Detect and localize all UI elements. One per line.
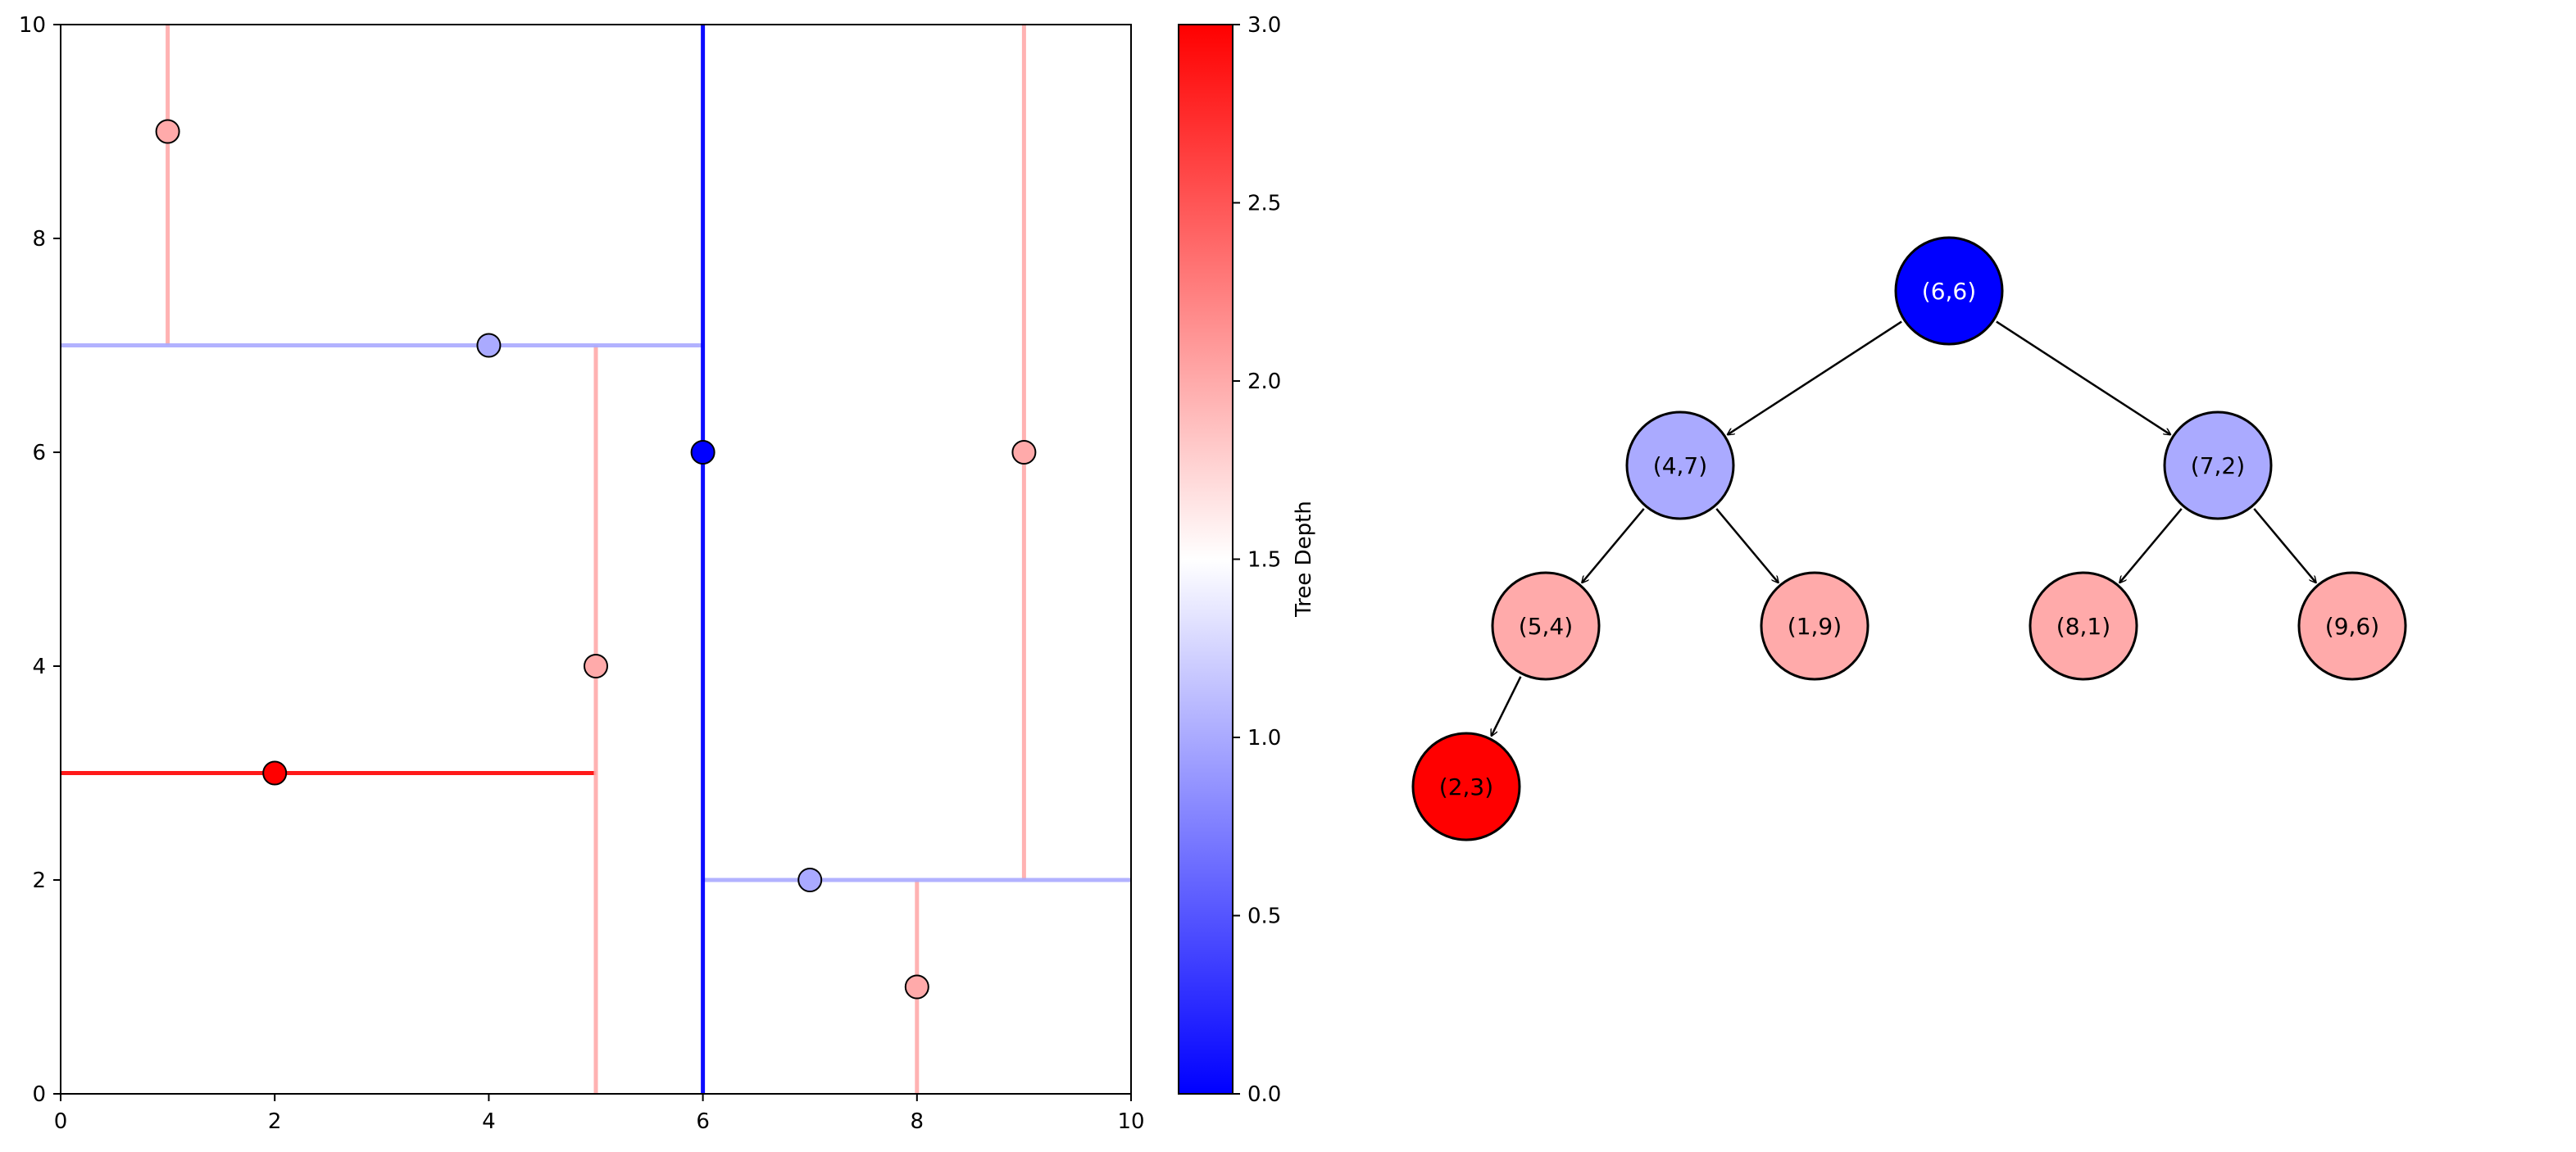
tree-node-7: (2,3) <box>1411 732 1521 841</box>
tree-node-circle <box>1894 236 2004 346</box>
colorbar-tick-label-6: 3.0 <box>1247 13 1281 38</box>
colorbar-label: Tree Depth <box>1292 501 1316 618</box>
tree-node-0: (6,6) <box>1894 236 2004 346</box>
tree-node-circle <box>1411 732 1521 841</box>
tree-node-4: (1,9) <box>1760 571 1870 681</box>
y-tick-label-0: 0 <box>32 1082 46 1107</box>
tree-edge-2 <box>1582 508 1645 583</box>
x-tick-label-4: 8 <box>911 1109 925 1134</box>
tree-edges <box>1492 320 2316 737</box>
tree-edge-0 <box>1728 320 1902 435</box>
tree-nodes: (6,6) (4,7) (7,2) (5,4) (1,9) (8,1) (9,6) (2,3) <box>1411 236 2407 841</box>
y-tick-label-1: 2 <box>32 869 46 893</box>
partition-plot: 0 2 4 6 8 10 0 2 4 6 8 10 <box>19 13 1145 1134</box>
colorbar-tick-label-2: 1.0 <box>1247 726 1281 751</box>
tree-node-circle <box>1625 410 1735 520</box>
tree-node-label: (5,4) <box>1519 613 1573 640</box>
x-tick-label-1: 2 <box>268 1109 282 1134</box>
data-point-2 <box>797 868 823 892</box>
y-tick-label-5: 10 <box>19 13 46 38</box>
data-point-0 <box>690 440 716 465</box>
tree-node-circle <box>1491 571 1601 681</box>
tree-node-5: (8,1) <box>2029 571 2138 681</box>
x-axis-ticks: 0 2 4 6 8 10 <box>54 1094 1145 1134</box>
y-tick-label-4: 8 <box>32 227 46 252</box>
tree-node-circle <box>2029 571 2138 681</box>
split-lines <box>61 25 1131 1094</box>
colorbar: 0.0 0.5 1.0 1.5 2.0 2.5 3.0 Tree Depth <box>1178 13 1316 1107</box>
colorbar-tick-label-3: 1.5 <box>1247 548 1281 573</box>
tree-node-3: (5,4) <box>1491 571 1601 681</box>
data-point-6 <box>1011 440 1037 465</box>
data-point-1 <box>476 333 502 358</box>
colorbar-ticks: 0.0 0.5 1.0 1.5 2.0 2.5 3.0 <box>1233 13 1281 1107</box>
tree-node-label: (6,6) <box>1922 278 1976 305</box>
tree-edge-6 <box>1492 676 1522 736</box>
tree-node-label: (4,7) <box>1653 452 1707 479</box>
tree-node-circle <box>2297 571 2407 681</box>
tree-node-label: (8,1) <box>2056 613 2110 640</box>
y-axis-ticks: 0 2 4 6 8 10 <box>19 13 61 1107</box>
data-point-4 <box>155 119 180 144</box>
x-tick-label-2: 4 <box>482 1109 496 1134</box>
tree-edge-5 <box>2253 508 2315 583</box>
colorbar-tick-label-0: 0.0 <box>1247 1082 1281 1107</box>
tree-edge-1 <box>1996 320 2170 435</box>
x-tick-label-5: 10 <box>1117 1109 1144 1134</box>
data-point-7 <box>262 760 288 786</box>
plot-frame <box>60 24 1132 1095</box>
tree-node-circle <box>1760 571 1870 681</box>
tree-node-label: (9,6) <box>2325 613 2379 640</box>
x-tick-label-3: 6 <box>696 1109 710 1134</box>
tree-edge-3 <box>1715 508 1778 583</box>
data-point-5 <box>904 974 929 1000</box>
data-point-3 <box>584 654 608 678</box>
colorbar-tick-label-4: 2.0 <box>1247 370 1281 394</box>
y-tick-label-3: 6 <box>32 441 46 465</box>
tree-node-circle <box>2163 410 2273 520</box>
tree-node-label: (2,3) <box>1439 773 1493 801</box>
x-tick-label-0: 0 <box>54 1109 68 1134</box>
data-points <box>155 119 1037 1000</box>
tree-node-2: (7,2) <box>2163 410 2273 520</box>
tree-node-label: (7,2) <box>2191 452 2245 479</box>
tree-node-label: (1,9) <box>1788 613 1842 640</box>
tree-edge-4 <box>2119 508 2183 583</box>
y-tick-label-2: 4 <box>32 655 46 679</box>
kd-tree-diagram: (6,6) (4,7) (7,2) (5,4) (1,9) (8,1) (9,6) (2,3) <box>1411 236 2407 841</box>
tree-node-6: (9,6) <box>2297 571 2407 681</box>
colorbar-tick-label-1: 0.5 <box>1247 905 1281 929</box>
tree-node-1: (4,7) <box>1625 410 1735 520</box>
colorbar-gradient <box>1178 24 1233 1095</box>
colorbar-tick-label-5: 2.5 <box>1247 192 1281 216</box>
